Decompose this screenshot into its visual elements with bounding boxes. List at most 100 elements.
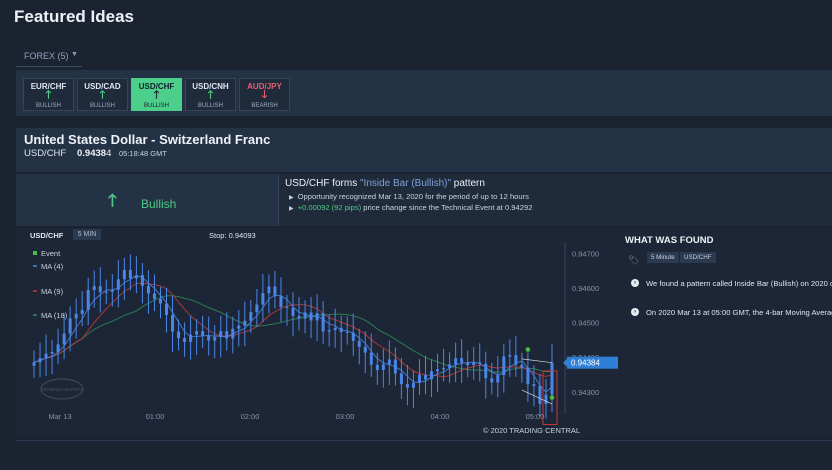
candle-body bbox=[219, 331, 223, 338]
candle-body bbox=[424, 374, 428, 380]
candle-body bbox=[255, 304, 259, 313]
candle-body bbox=[201, 331, 205, 336]
candle-body bbox=[436, 369, 440, 372]
candle-body bbox=[532, 384, 536, 386]
pattern-title: USD/CHF forms "Inside Bar (Bullish)" pat… bbox=[285, 178, 485, 189]
candle-body bbox=[345, 331, 349, 333]
pattern-name-link[interactable]: "Inside Bar (Bullish)" bbox=[360, 178, 452, 189]
candle-body bbox=[393, 359, 397, 374]
instrument-price: 0.94384 bbox=[77, 148, 112, 159]
candle-body bbox=[381, 364, 385, 370]
candle-body bbox=[315, 313, 319, 321]
chart-interval-button[interactable]: 5 MIN bbox=[73, 229, 101, 240]
pair-tile[interactable]: EUR/CHF 🡑 BULLISH bbox=[23, 78, 74, 111]
candle-body bbox=[520, 364, 524, 368]
instrument-header: United States Dollar - Switzerland Franc… bbox=[16, 128, 832, 172]
trend-line bbox=[521, 389, 553, 405]
candle-body bbox=[544, 394, 548, 404]
pair-tile[interactable]: AUD/JPY 🡓 BEARISH bbox=[239, 78, 290, 111]
candle-body bbox=[508, 355, 512, 357]
current-price-label: 0.94384 bbox=[571, 359, 600, 368]
what-was-found-title: WHAT WAS FOUND bbox=[625, 235, 714, 246]
pair-tile[interactable]: USD/CAD 🡑 BULLISH bbox=[77, 78, 128, 111]
trend-line bbox=[521, 358, 553, 364]
instrument-name: United States Dollar - Switzerland Franc bbox=[24, 132, 271, 147]
candle-body bbox=[116, 279, 120, 290]
event-marker bbox=[525, 347, 531, 352]
candle-body bbox=[146, 285, 150, 294]
x-tick-label: 01:00 bbox=[146, 412, 165, 421]
candle-body bbox=[369, 352, 373, 365]
tag-chip-interval: 5 Minute bbox=[647, 252, 679, 263]
candle-body bbox=[279, 296, 283, 307]
what-was-found-panel: WHAT WAS FOUND 🏷 5 Minute USD/CHF › We f… bbox=[621, 228, 832, 438]
candle-body bbox=[189, 334, 193, 342]
candle-body bbox=[375, 364, 379, 370]
current-price-tag bbox=[567, 356, 618, 369]
x-tick-label: Mar 13 bbox=[48, 412, 71, 421]
y-tick-label: 0.94300 bbox=[572, 388, 599, 397]
pair-selector-strip: EUR/CHF 🡑 BULLISH USD/CAD 🡑 BULLISH USD/CHF 🡑 BU… bbox=[16, 70, 832, 116]
arrow-up-icon: 🡑 bbox=[45, 89, 52, 101]
candle-body bbox=[249, 312, 253, 321]
candle-body bbox=[484, 363, 488, 379]
candle-body bbox=[213, 337, 217, 341]
candle-body bbox=[273, 286, 277, 297]
pair-tile[interactable]: USD/CHF 🡑 BULLISH bbox=[131, 78, 182, 111]
candle-body bbox=[68, 318, 72, 334]
arrow-up-icon: 🡑 bbox=[207, 89, 214, 101]
x-tick-label: 04:00 bbox=[431, 412, 450, 421]
candle-body bbox=[303, 312, 307, 319]
candle-body bbox=[351, 332, 355, 341]
candle-body bbox=[261, 293, 265, 305]
forex-filter-dropdown[interactable]: FOREX (5) ▼ bbox=[16, 46, 82, 67]
chevron-circle-right-icon: › bbox=[631, 308, 639, 316]
pair-signal: BULLISH bbox=[89, 103, 115, 109]
candle-body bbox=[502, 356, 506, 376]
candle-body bbox=[526, 367, 530, 385]
candle-body bbox=[297, 315, 301, 319]
arrow-up-icon: 🡑 bbox=[153, 89, 160, 101]
candle-body bbox=[357, 340, 361, 347]
candle-body bbox=[442, 367, 446, 370]
instrument-time: 05:18:48 GMT bbox=[119, 149, 167, 158]
page-title: Featured Ideas bbox=[14, 7, 134, 26]
legend-label: Event bbox=[41, 249, 61, 258]
candle-body bbox=[333, 327, 337, 331]
candle-body bbox=[207, 335, 211, 341]
candle-body bbox=[430, 371, 434, 380]
finding-item: › On 2020 Mar 13 at 05:00 GMT, the 4-bar… bbox=[621, 307, 832, 331]
candle-body bbox=[80, 310, 84, 314]
candle-body bbox=[62, 333, 66, 345]
candle-body bbox=[472, 362, 476, 366]
candle-body bbox=[128, 269, 132, 279]
candle-body bbox=[538, 385, 542, 404]
candle-body bbox=[454, 358, 458, 365]
candle-body bbox=[550, 362, 554, 395]
candle-body bbox=[411, 382, 415, 388]
candle-body bbox=[134, 275, 138, 279]
pair-signal: BEARISH bbox=[251, 103, 278, 109]
caret-right-icon: ▶ bbox=[289, 206, 294, 212]
y-tick-label: 0.94600 bbox=[572, 284, 599, 293]
candle-body bbox=[92, 286, 96, 290]
finding-item: › We found a pattern called Inside Bar (… bbox=[621, 278, 832, 302]
candle-body bbox=[460, 358, 464, 363]
candle-body bbox=[466, 362, 470, 366]
candle-body bbox=[86, 290, 90, 311]
copyright-text: © 2020 TRADING CENTRAL bbox=[483, 426, 580, 435]
candle-body bbox=[309, 312, 313, 321]
pair-name: AUD/JPY bbox=[247, 82, 282, 91]
x-tick-label: 02:00 bbox=[241, 412, 260, 421]
pair-tile[interactable]: USD/CNH 🡑 BULLISH bbox=[185, 78, 236, 111]
legend-label: MA (18) bbox=[41, 311, 68, 320]
pattern-line-change: ▶ +0.00092 (92 pips) price change since t… bbox=[289, 203, 533, 212]
inside-bar-highlight bbox=[542, 370, 558, 426]
candle-body bbox=[225, 331, 229, 339]
candle-body bbox=[158, 299, 162, 304]
candle-body bbox=[56, 344, 60, 352]
candle-body bbox=[165, 303, 169, 315]
candle-body bbox=[44, 353, 48, 359]
